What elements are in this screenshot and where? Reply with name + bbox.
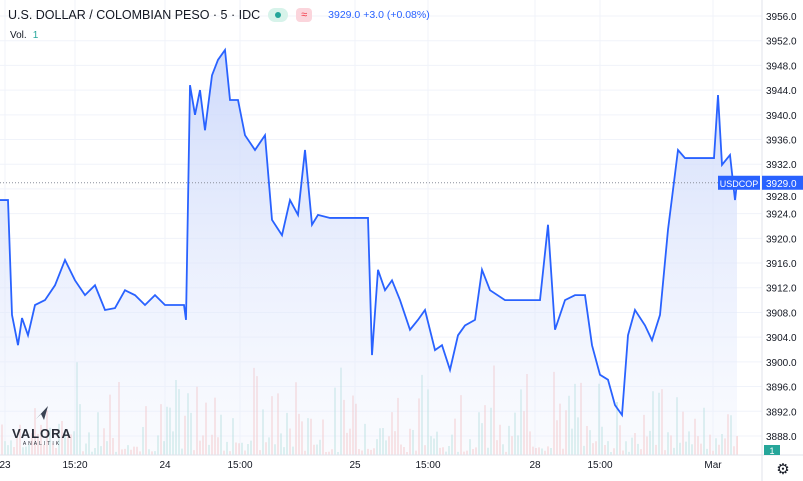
x-tick-label: 15:20 [62, 460, 87, 471]
y-tick-label: 3912.0 [766, 284, 797, 295]
last-price: 3929.0 [328, 9, 361, 21]
y-tick-label: 3932.0 [766, 160, 797, 171]
logo-icon [35, 406, 48, 420]
x-tick-label: Mar [704, 460, 722, 471]
x-tick-label: 28 [529, 460, 541, 471]
volume-badge: 1 [769, 446, 774, 456]
y-tick-label: 3908.0 [766, 308, 797, 319]
x-tick-label: 25 [349, 460, 361, 471]
y-tick-label: 3952.0 [766, 37, 797, 48]
x-tick-label: 23 [0, 460, 11, 471]
price-change: +3.0 (+0.08%) [363, 9, 430, 21]
volume-badge-bg [764, 445, 780, 455]
price-line [0, 47, 738, 418]
volume-legend[interactable]: Vol. 1 [10, 30, 38, 41]
y-tick-label: 3892.0 [766, 407, 797, 418]
symbol-tag-bg [718, 175, 760, 190]
y-tick-label: 3936.0 [766, 136, 797, 147]
symbol-title[interactable]: U.S. DOLLAR / COLOMBIAN PESO · 5 · IDC [8, 8, 261, 22]
x-tick-label: 15:00 [587, 460, 612, 471]
y-tick-label: 3920.0 [766, 234, 797, 245]
x-tick-label: 15:00 [227, 460, 252, 471]
y-tick-label: 3948.0 [766, 61, 797, 72]
x-tick-label: 15:00 [415, 460, 440, 471]
y-tick-label: 3944.0 [766, 86, 797, 97]
y-tick-label: 3896.0 [766, 383, 797, 394]
logo-sub: ANALITIK [22, 441, 62, 447]
valora-logo: VALORA ANALITIK [12, 405, 72, 447]
market-open-icon [268, 8, 289, 22]
approx-equal-icon: ≈ [296, 8, 313, 22]
y-tick-label: 3928.0 [766, 192, 797, 203]
y-tick-label: 3888.0 [766, 432, 797, 443]
price-tag-bg [762, 175, 803, 190]
y-tick-label: 3900.0 [766, 358, 797, 369]
logo-name: VALORA [12, 426, 72, 441]
y-tick-label: 3940.0 [766, 111, 797, 122]
x-tick-label: 24 [159, 460, 171, 471]
chart-header: U.S. DOLLAR / COLOMBIAN PESO · 5 · IDC ≈… [8, 8, 430, 22]
volume-value: 1 [32, 30, 39, 41]
symbol-tag: USDCOP [720, 179, 759, 189]
y-tick-label: 3924.0 [766, 210, 797, 221]
volume-label: Vol. [10, 30, 27, 41]
y-tick-label: 3916.0 [766, 259, 797, 270]
price-tag: 3929.0 [766, 179, 797, 190]
settings-gear-icon[interactable]: ⚙ [776, 461, 789, 478]
y-tick-label: 3904.0 [766, 333, 797, 344]
y-tick-label: 3956.0 [766, 12, 797, 23]
